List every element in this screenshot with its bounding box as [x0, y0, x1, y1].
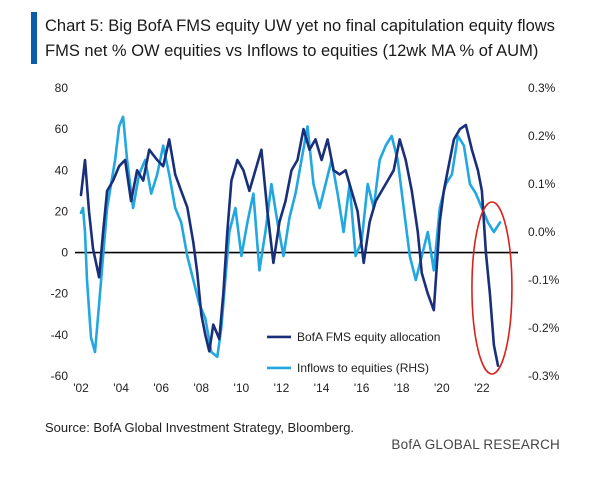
right-tick-label: 0.0%: [528, 225, 556, 239]
x-tick-label: '10: [234, 381, 250, 395]
x-tick-label: '14: [314, 381, 330, 395]
left-tick-label: 40: [55, 163, 69, 177]
left-tick-label: 60: [55, 122, 69, 136]
right-tick-label: 0.2%: [528, 129, 556, 143]
series-layer: [79, 115, 502, 368]
legend-label: BofA FMS equity allocation: [297, 330, 440, 344]
right-tick-label: -0.2%: [528, 321, 560, 335]
x-axis-ticks: '02 '04 '06 '08 '10 '12 '14 '16 '18 '20 '22: [73, 381, 490, 395]
right-tick-label: -0.3%: [528, 369, 560, 383]
x-tick-label: '02: [73, 381, 89, 395]
x-tick-label: '04: [113, 381, 129, 395]
x-tick-label: '08: [193, 381, 209, 395]
right-tick-label: 0.3%: [528, 81, 556, 95]
x-tick-label: '12: [274, 381, 290, 395]
left-tick-label: 80: [55, 81, 69, 95]
x-tick-label: '20: [434, 381, 450, 395]
x-tick-label: '06: [153, 381, 169, 395]
left-axis-ticks: -60 -40 -20 0 20 40 60 80: [51, 81, 69, 383]
right-tick-label: -0.1%: [528, 273, 560, 287]
left-tick-label: 0: [61, 246, 68, 260]
left-tick-label: 20: [55, 204, 69, 218]
highlight-circle: [471, 201, 513, 375]
source-note: Source: BofA Global Investment Strategy,…: [45, 420, 355, 435]
x-tick-label: '18: [394, 381, 410, 395]
title-accent-bar: [31, 12, 37, 64]
brand-label: BofA GLOBAL RESEARCH: [391, 437, 560, 452]
left-tick-label: -20: [51, 287, 69, 301]
chart-title-line-1: Chart 5: Big BofA FMS equity UW yet no f…: [45, 17, 555, 35]
series-fms-equity-allocation: [79, 123, 500, 368]
x-tick-label: '16: [354, 381, 370, 395]
chart-legend: BofA FMS equity allocation Inflows to equ…: [267, 330, 440, 375]
left-tick-label: -60: [51, 369, 69, 383]
x-tick-label: '22: [474, 381, 490, 395]
right-axis-ticks: -0.3% -0.2% -0.1% 0.0% 0.1% 0.2% 0.3%: [528, 81, 560, 383]
chart-title: Chart 5: Big BofA FMS equity UW yet no f…: [45, 14, 555, 64]
chart-title-line-2: FMS net % OW equities vs Inflows to equi…: [45, 42, 539, 60]
left-tick-label: -40: [51, 328, 69, 342]
right-tick-label: 0.1%: [528, 177, 556, 191]
series-inflows-to-equities: [79, 115, 502, 359]
legend-label: Inflows to equities (RHS): [297, 361, 429, 375]
